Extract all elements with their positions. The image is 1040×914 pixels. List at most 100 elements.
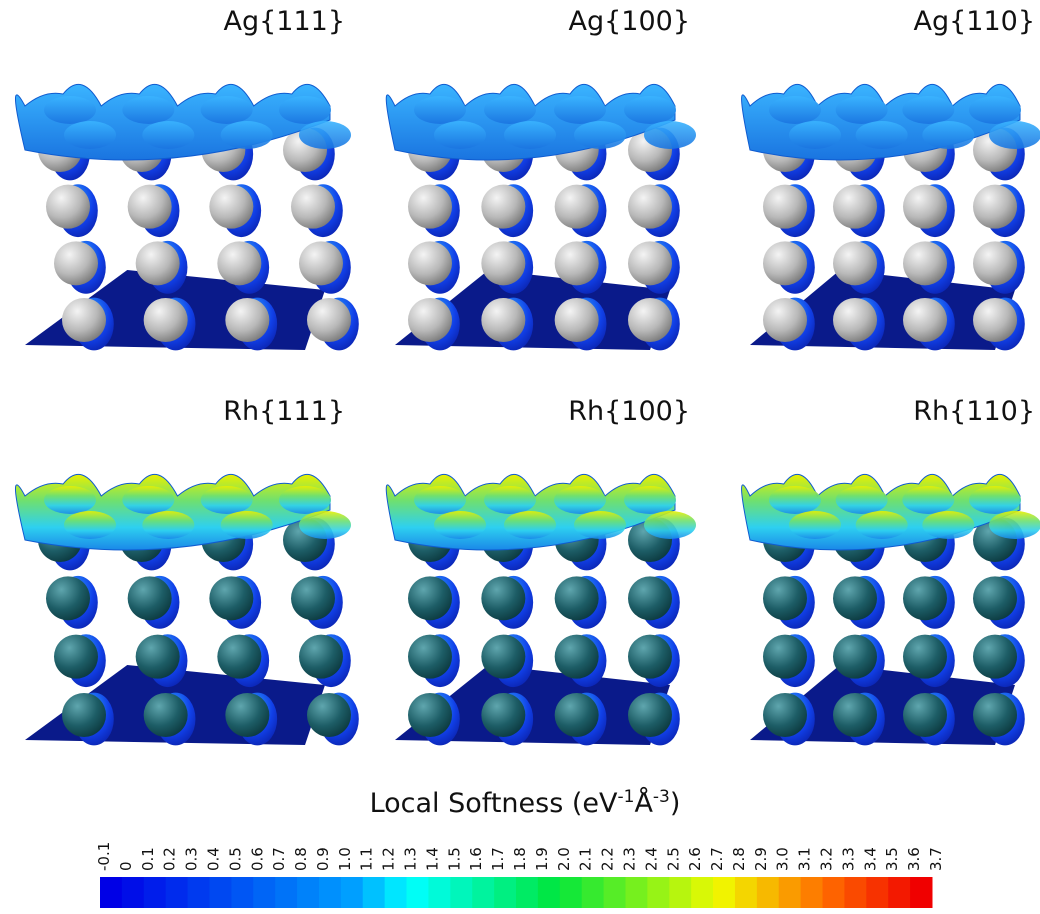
atom	[833, 693, 877, 737]
colorbar-tick-label: 0.5	[226, 847, 244, 871]
atom	[628, 298, 672, 342]
colorbar-band	[691, 877, 713, 908]
colorbar-tick-label: 0.1	[139, 847, 157, 871]
surface-bump	[484, 486, 536, 514]
colorbar-band	[319, 877, 341, 908]
colorbar-band	[494, 877, 516, 908]
surface-bump	[504, 511, 556, 539]
colorbar-tick-label: 2.4	[642, 847, 660, 871]
colorbar-band	[341, 877, 363, 908]
colorbar-tick-label: 1.2	[380, 847, 398, 871]
surface-bump	[989, 121, 1040, 149]
atom	[903, 635, 947, 679]
atom	[54, 241, 98, 285]
colorbar-band	[582, 877, 604, 908]
colorbar-band	[713, 877, 735, 908]
atom	[209, 576, 253, 620]
atom	[833, 576, 877, 620]
atom	[973, 298, 1017, 342]
atom	[299, 241, 343, 285]
panel-label: Ag{111}	[224, 6, 346, 37]
colorbar-band	[779, 877, 801, 908]
atom	[62, 298, 106, 342]
colorbar-band	[407, 877, 429, 908]
surface-bump	[989, 511, 1040, 539]
atom	[763, 241, 807, 285]
surface-bump	[969, 486, 1021, 514]
surface-bump	[644, 121, 696, 149]
surface-bump	[922, 511, 974, 539]
colorbar-band	[844, 877, 866, 908]
surface-bump	[44, 96, 96, 124]
colorbar-band	[428, 877, 450, 908]
colorbar-tick-label: 3.2	[818, 847, 836, 871]
atom	[291, 185, 335, 229]
atom	[408, 693, 452, 737]
surface-bump	[279, 486, 331, 514]
atom	[299, 635, 343, 679]
title-sup: -3	[653, 787, 670, 807]
colorbar-tick-label: 1.5	[445, 847, 463, 871]
colorbar-tick-label: 3.1	[796, 847, 814, 871]
surface-bump	[789, 511, 841, 539]
atom	[555, 576, 599, 620]
colorbar-tick-label: 0.8	[292, 847, 310, 871]
atom	[833, 298, 877, 342]
colorbar-band	[122, 877, 144, 908]
surface-bump	[969, 96, 1021, 124]
figure: Ag{111}Ag{100}Ag{110}Rh{111}Rh{100}Rh{11…	[0, 0, 1040, 910]
surface-bump	[902, 96, 954, 124]
atom	[46, 185, 90, 229]
atom	[307, 298, 351, 342]
colorbar-band	[735, 877, 757, 908]
atom	[408, 241, 452, 285]
colorbar-band	[166, 877, 188, 908]
surface-bump	[299, 121, 351, 149]
colorbar-tick-label: 3.5	[883, 847, 901, 871]
surface-bump	[624, 486, 676, 514]
colorbar-band	[823, 877, 845, 908]
atom	[408, 185, 452, 229]
atom	[481, 241, 525, 285]
surface-bump	[856, 121, 908, 149]
atom	[128, 185, 172, 229]
colorbar-tick-label: 0.2	[161, 847, 179, 871]
panel-label: Ag{100}	[569, 6, 691, 37]
colorbar-band	[801, 877, 823, 908]
atom	[481, 693, 525, 737]
surface-bump	[554, 486, 606, 514]
atom	[555, 185, 599, 229]
surface-bump	[122, 486, 174, 514]
atom	[46, 576, 90, 620]
panel-label: Rh{111}	[223, 396, 345, 427]
surface-bump	[922, 121, 974, 149]
atom	[128, 576, 172, 620]
colorbar-band	[538, 877, 560, 908]
panel: Ag{100}	[386, 6, 696, 350]
surface-bump	[789, 121, 841, 149]
atom	[903, 576, 947, 620]
atom	[555, 298, 599, 342]
atom	[225, 693, 269, 737]
colorbar-tick-label: 1.1	[358, 847, 376, 871]
colorbar-tick-label: 3.6	[905, 847, 923, 871]
panels: Ag{111}Ag{100}Ag{110}Rh{111}Rh{100}Rh{11…	[15, 6, 1040, 745]
colorbar-band	[363, 877, 385, 908]
atom	[217, 635, 261, 679]
atom	[903, 298, 947, 342]
colorbar-tick-label: 3.4	[861, 847, 879, 871]
atom	[54, 635, 98, 679]
atom	[408, 298, 452, 342]
surface-bump	[574, 511, 626, 539]
surface-bump	[221, 121, 273, 149]
atom	[973, 693, 1017, 737]
surface-bump	[414, 486, 466, 514]
atom	[973, 635, 1017, 679]
colorbar-tick-label: 3.3	[839, 847, 857, 871]
atom	[763, 185, 807, 229]
surface-bump	[142, 121, 194, 149]
surface-bump	[279, 96, 331, 124]
surface-bump	[574, 121, 626, 149]
title-text: Local Softness (eV	[370, 788, 618, 819]
